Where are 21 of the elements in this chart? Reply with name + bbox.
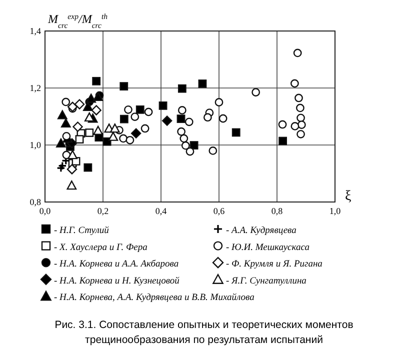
legend-label: - Н.А. Корнева и Н. Кузнецовой — [54, 276, 180, 286]
y-tick-label: 1,4 — [30, 26, 42, 36]
legend-label: - А.А. Кудрявцева — [226, 226, 297, 236]
x-tick-label: 0,0 — [39, 206, 52, 216]
legend-label: - Н.Г. Стулий — [54, 226, 110, 236]
legend-label: - Н.А. Корнева, А.А. Кудрявцева и В.В. Михайлова — [54, 293, 255, 304]
legend-label: - Ф. Крумля и Я. Ригана — [226, 260, 323, 270]
y-tick-label: 0,8 — [30, 197, 42, 207]
text: Рис. 3.1. Сопоставление опытных и теоретических моментов трещинообразования по результатам испытаний — [54, 319, 354, 346]
x-tick-label: 0,8 — [271, 206, 284, 216]
x-tick-label: 1,0 — [329, 206, 342, 216]
x-axis-title: ξ — [345, 189, 352, 204]
x-tick-label: 0,4 — [155, 206, 168, 216]
x-tick-label: 0,6 — [213, 206, 226, 216]
x-tick-label: 0,2 — [97, 206, 109, 216]
legend-label: - Я.Г. Сунгатуллина — [226, 276, 307, 286]
y-tick-label: 1,0 — [30, 140, 42, 150]
legend-label: - Х. Хауслера и Г. Фера — [54, 242, 148, 253]
y-tick-label: 1,2 — [30, 83, 41, 93]
legend-label: - Ю.И. Мешкаускаса — [226, 242, 310, 253]
legend-label: - Н.А. Корнева и А.А. Акбарова — [54, 260, 179, 270]
